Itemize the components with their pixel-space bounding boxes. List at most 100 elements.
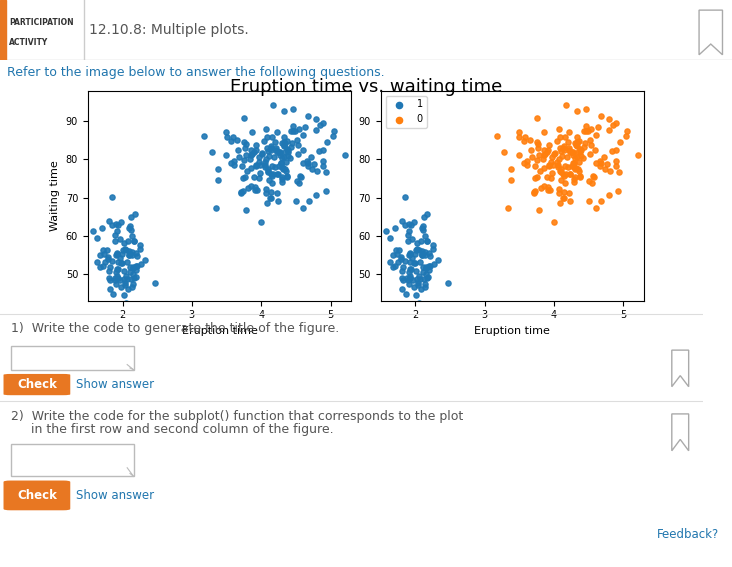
0	[533, 139, 545, 148]
Point	[244, 155, 256, 164]
Point	[290, 197, 302, 206]
Point	[271, 147, 283, 156]
0	[542, 182, 553, 191]
Point	[255, 217, 266, 226]
0	[571, 133, 583, 142]
Y-axis label: Waiting time: Waiting time	[51, 160, 60, 231]
Point	[281, 171, 293, 180]
Point	[272, 170, 283, 179]
1	[387, 251, 399, 260]
1	[384, 234, 395, 243]
0	[558, 142, 569, 151]
Point	[266, 132, 278, 141]
1	[412, 281, 424, 290]
0	[534, 167, 545, 176]
Point	[236, 188, 247, 197]
0	[572, 106, 583, 115]
Point	[302, 156, 313, 166]
Point	[227, 133, 239, 142]
1	[419, 283, 430, 292]
1	[407, 253, 419, 263]
Point	[270, 145, 282, 154]
0	[563, 145, 575, 154]
Text: Show answer: Show answer	[76, 489, 154, 502]
Point	[124, 222, 135, 231]
0	[574, 145, 586, 154]
Point	[275, 159, 287, 168]
1	[389, 261, 401, 270]
FancyBboxPatch shape	[4, 481, 70, 510]
Point	[126, 283, 138, 292]
1	[405, 274, 417, 283]
Point	[295, 172, 307, 181]
Point	[242, 184, 253, 193]
Point	[110, 276, 122, 285]
0	[577, 154, 589, 163]
1	[420, 263, 432, 272]
0	[505, 164, 517, 174]
Point	[279, 138, 291, 147]
Point	[111, 249, 123, 259]
0	[520, 133, 531, 142]
Point	[97, 223, 108, 232]
0	[542, 172, 553, 181]
Point	[240, 150, 252, 159]
0	[591, 122, 603, 131]
1	[397, 276, 408, 285]
Point	[283, 146, 294, 155]
Point	[302, 162, 313, 171]
0	[595, 197, 607, 206]
0	[555, 147, 567, 156]
0	[575, 146, 587, 155]
Point	[278, 142, 290, 151]
1	[420, 269, 432, 278]
0	[539, 128, 550, 137]
Point	[260, 155, 272, 164]
Point	[291, 135, 302, 144]
0	[610, 119, 621, 128]
0	[574, 173, 586, 182]
1	[390, 246, 402, 255]
1	[380, 227, 392, 236]
Text: Refer to the image below to answer the following questions.: Refer to the image below to answer the f…	[7, 66, 385, 79]
Point	[140, 255, 152, 264]
Point	[111, 227, 122, 236]
0	[560, 100, 572, 109]
0	[564, 127, 575, 136]
Point	[271, 127, 283, 136]
Point	[265, 145, 277, 154]
0	[567, 147, 578, 156]
0	[583, 177, 595, 186]
Point	[250, 161, 261, 170]
1	[411, 244, 423, 253]
Text: ACTIVITY: ACTIVITY	[9, 39, 48, 48]
Point	[280, 166, 291, 175]
Point	[115, 259, 127, 268]
Point	[130, 261, 142, 270]
Point	[248, 147, 260, 156]
0	[531, 155, 543, 164]
Point	[119, 239, 130, 248]
Point	[283, 151, 294, 160]
0	[531, 172, 543, 181]
1	[400, 289, 411, 298]
0	[529, 162, 541, 171]
0	[610, 162, 621, 171]
0	[601, 159, 613, 168]
Point	[87, 227, 99, 236]
1	[408, 283, 419, 292]
0	[614, 138, 626, 147]
Point	[255, 161, 266, 170]
0	[542, 146, 554, 155]
1	[417, 226, 429, 235]
0	[569, 175, 580, 184]
0	[583, 135, 595, 144]
0	[594, 158, 606, 167]
Point	[292, 150, 304, 159]
Point	[261, 132, 273, 141]
Point	[277, 164, 288, 174]
0	[548, 217, 559, 226]
Point	[104, 276, 116, 285]
Point	[250, 161, 262, 170]
Point	[267, 170, 279, 179]
